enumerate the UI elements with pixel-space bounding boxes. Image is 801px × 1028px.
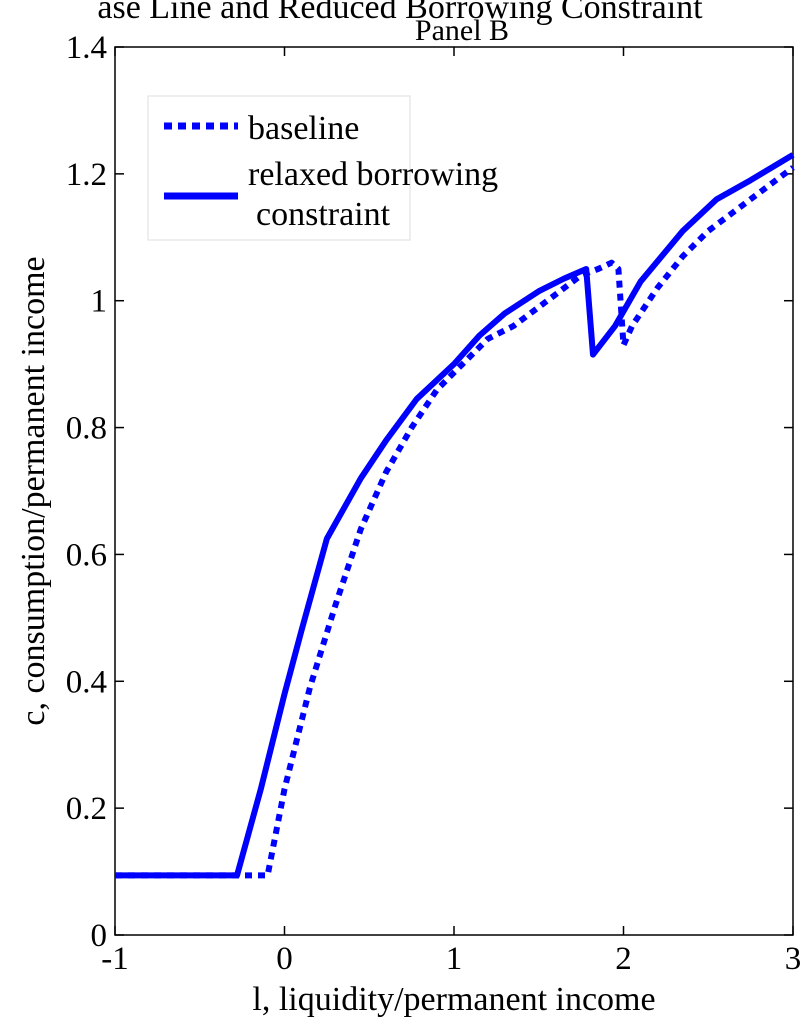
y-tick-label: 0.4 (66, 664, 107, 700)
y-tick-label: 1.2 (66, 157, 107, 193)
legend: baseline relaxed borrowing constraint (147, 95, 498, 241)
y-tick-label: 0.2 (66, 791, 107, 827)
y-tick-label: 1 (91, 284, 108, 320)
series-line-relaxed-borrowing-constraint (115, 152, 795, 879)
x-tick-label: 0 (276, 941, 293, 977)
y-axis: 0 0.2 0.4 0.6 0.8 1 1.2 1.4 (66, 30, 793, 954)
y-tick-label: 0 (91, 918, 108, 954)
legend-box (147, 95, 411, 241)
x-tick-label: 2 (615, 941, 632, 977)
x-axis-title: l, liquidity/permanent income (252, 981, 655, 1018)
y-tick-label: 0.8 (66, 411, 107, 447)
series-line-baseline (115, 165, 795, 879)
x-tick-label: -1 (101, 941, 129, 977)
x-axis: -1 0 1 2 3 (101, 47, 801, 977)
legend-label-relaxed-line1: relaxed borrowing (248, 156, 498, 193)
x-tick-label: 1 (446, 941, 463, 977)
x-tick-label: 3 (785, 941, 801, 977)
series-layer (115, 152, 795, 879)
legend-label-relaxed-line2: constraint (256, 196, 391, 233)
legend-label-baseline: baseline (248, 110, 359, 147)
panel-title: Panel B (415, 14, 509, 47)
y-tick-label: 0.6 (66, 537, 107, 573)
figure-super-title: ase Line and Reduced Borrowing Constrain… (97, 0, 703, 26)
y-axis-title: c, consumption/permanent income (15, 256, 52, 725)
y-tick-label: 1.4 (66, 30, 107, 66)
